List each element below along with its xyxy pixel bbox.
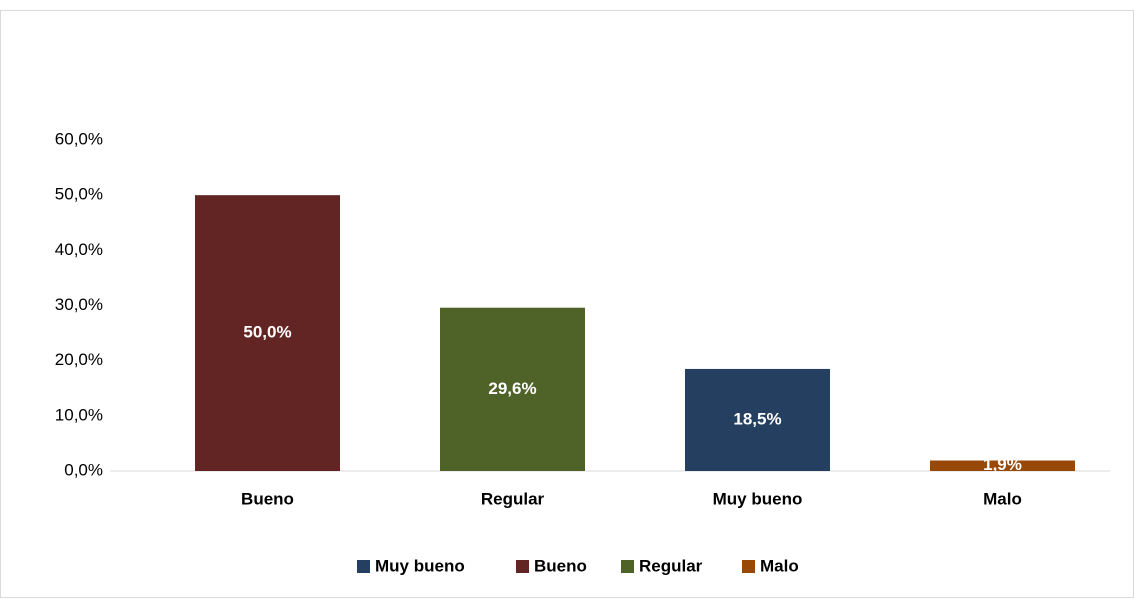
chart-border [0,10,1134,598]
x-tick-label: Regular [481,489,545,508]
legend-label: Muy bueno [375,556,465,575]
y-tick-label: 40,0% [55,240,103,259]
legend-swatch [516,560,529,573]
bar [195,195,340,471]
legend-swatch [357,560,370,573]
bar [440,307,585,471]
legend-swatch [621,560,634,573]
legend-label: Regular [639,556,703,575]
legend-swatch [742,560,755,573]
bar [685,368,830,471]
y-tick-label: 30,0% [55,295,103,314]
y-tick-label: 10,0% [55,405,103,424]
bar [930,460,1075,471]
x-tick-label: Malo [983,489,1022,508]
y-tick-label: 0,0% [64,460,103,479]
data-label: 18,5% [733,409,781,428]
data-label: 29,6% [488,379,536,398]
y-tick-label: 60,0% [55,129,103,148]
y-tick-label: 20,0% [55,350,103,369]
legend-label: Malo [760,556,799,575]
legend-label: Bueno [534,556,587,575]
data-label: 50,0% [243,323,291,342]
x-tick-label: Muy bueno [713,489,803,508]
y-tick-label: 50,0% [55,185,103,204]
data-label: 1,9% [983,455,1022,474]
x-tick-label: Bueno [241,489,294,508]
